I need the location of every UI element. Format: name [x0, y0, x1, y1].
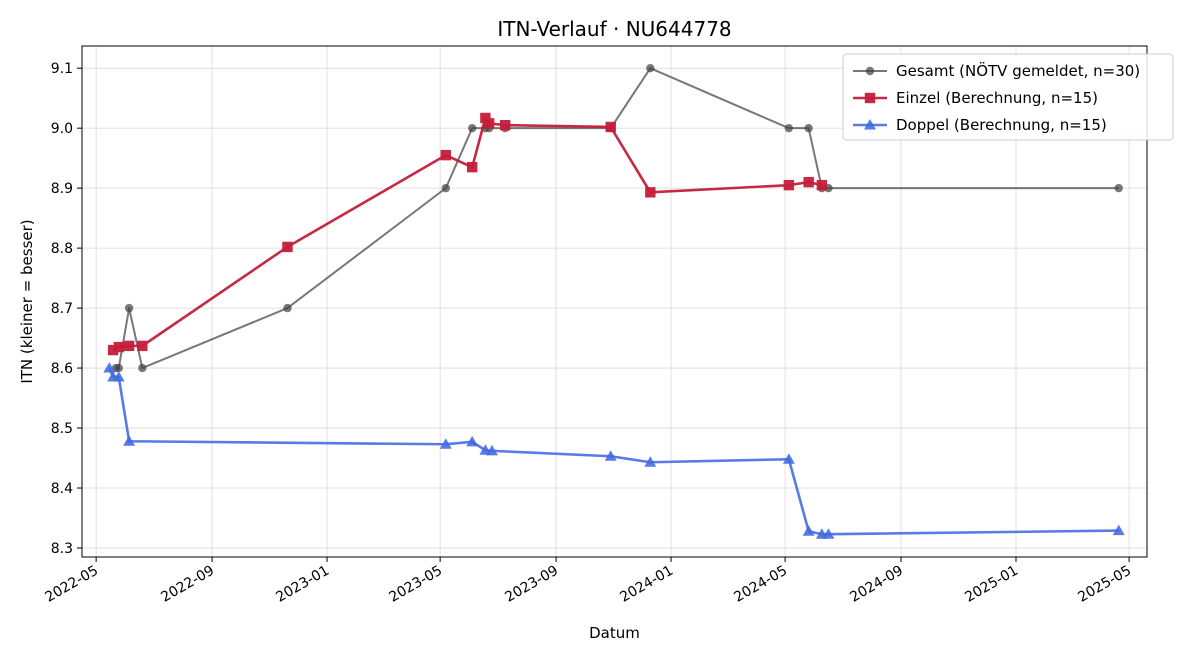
data-point	[441, 183, 450, 193]
y-tick-label: 8.3	[51, 541, 73, 557]
data-point	[466, 161, 478, 173]
data-point	[485, 444, 498, 456]
data-point	[467, 123, 477, 133]
y-axis-label: ITN (kleiner = besser)	[18, 219, 36, 383]
legend-entry: Doppel (Berechnung, n=15)	[853, 116, 1107, 134]
data-point	[782, 453, 795, 464]
legend-label: Doppel (Berechnung, n=15)	[896, 116, 1107, 134]
data-point	[605, 121, 616, 133]
chart-title: ITN-Verlauf · NU644778	[497, 17, 731, 41]
data-point	[802, 525, 815, 536]
data-point	[816, 179, 828, 191]
y-tick-label: 8.4	[51, 481, 73, 497]
y-tick-label: 8.9	[51, 181, 73, 197]
data-point	[483, 118, 495, 129]
legend-label: Gesamt (NÖTV gemeldet, n=30)	[896, 61, 1140, 80]
legend-entry: Einzel (Berechnung, n=15)	[853, 89, 1098, 107]
y-axis: 8.3 8.4 8.5 8.6 8.7 8.8 8.9 9.0 9.1	[51, 61, 82, 557]
data-point	[282, 241, 293, 253]
legend-label: Einzel (Berechnung, n=15)	[896, 89, 1098, 107]
data-point	[440, 149, 451, 161]
legend-entry: Gesamt (NÖTV gemeldet, n=30)	[853, 61, 1140, 80]
y-tick-label: 8.6	[51, 361, 73, 377]
y-tick-label: 8.8	[51, 241, 73, 257]
data-point	[283, 303, 292, 313]
data-point	[480, 112, 491, 124]
data-point	[103, 362, 116, 373]
data-point	[114, 363, 123, 373]
data-point	[604, 450, 617, 461]
legend-marker	[865, 66, 875, 76]
data-point	[644, 456, 657, 467]
series-3	[103, 362, 1125, 539]
legend-marker	[864, 119, 876, 130]
series-layer	[103, 63, 1125, 539]
data-point	[804, 123, 813, 133]
data-point	[439, 438, 452, 449]
legend-box	[842, 53, 1174, 141]
y-tick-label: 9.1	[51, 61, 73, 77]
data-point	[499, 119, 511, 131]
data-point	[803, 176, 814, 188]
data-point	[1112, 524, 1125, 536]
data-point	[783, 179, 795, 191]
plot-frame	[81, 45, 1148, 558]
data-point	[1114, 183, 1123, 193]
x-axis-label: Datum	[589, 624, 640, 642]
data-point	[123, 435, 136, 446]
data-point	[646, 63, 655, 73]
data-point	[138, 363, 147, 373]
data-point	[784, 123, 794, 133]
data-point	[123, 340, 135, 352]
legend: Gesamt (NÖTV gemeldet, n=30) Einzel (Bere…	[842, 53, 1174, 141]
legend-marker	[864, 92, 876, 104]
y-tick-label: 8.7	[51, 301, 73, 317]
data-point	[822, 528, 835, 539]
data-point	[137, 340, 148, 352]
y-tick-label: 9.0	[51, 121, 73, 137]
data-point	[113, 341, 124, 353]
data-point	[466, 435, 479, 447]
data-point	[112, 371, 125, 382]
data-point	[107, 344, 119, 356]
series-2	[107, 112, 828, 356]
data-point	[645, 187, 656, 198]
data-point	[124, 303, 134, 313]
y-tick-label: 8.5	[51, 421, 73, 437]
